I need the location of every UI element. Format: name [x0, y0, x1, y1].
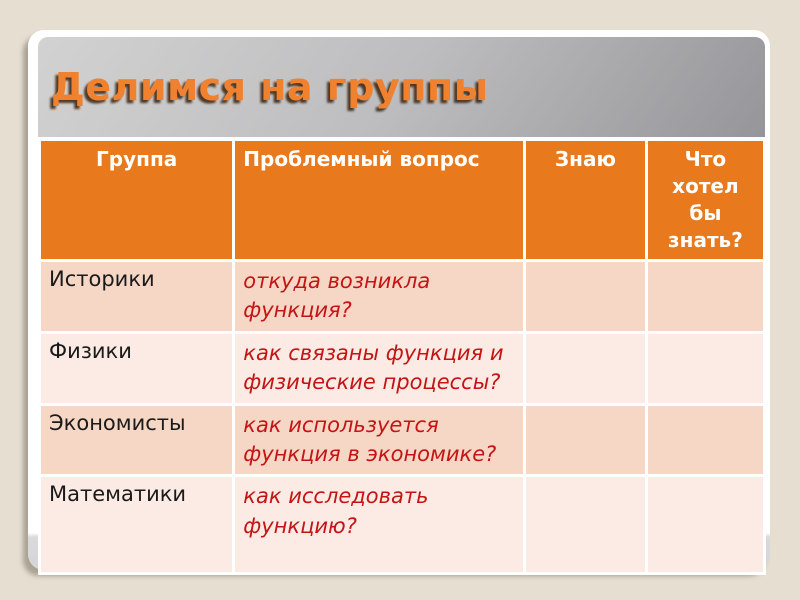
cell-know	[523, 330, 648, 406]
cell-want	[644, 402, 767, 478]
title-band: Делимся на группы	[38, 37, 765, 137]
table-row-physicists: Физики как связаны функция и физические …	[37, 330, 767, 406]
cell-know	[523, 259, 648, 334]
cell-group: Экономисты	[37, 402, 236, 478]
table-row-mathematicians: Математики как исследовать функцию?	[37, 474, 767, 576]
table-row-historians: Историки откуда возникла функция?	[37, 259, 767, 334]
header-want: Что хотел бы знать?	[644, 138, 767, 262]
cell-want	[644, 474, 767, 576]
header-group: Группа	[37, 138, 236, 262]
slide-card: Делимся на группы Группа Проблемный вопр…	[28, 30, 770, 576]
table-row-economists: Экономисты как используется функция в эк…	[37, 402, 767, 478]
groups-table: Группа Проблемный вопрос Знаю Что хотел …	[37, 138, 767, 576]
cell-question: как используется функция в экономике?	[232, 402, 527, 478]
cell-group: Математики	[37, 474, 236, 576]
cell-group: Историки	[37, 259, 236, 334]
header-question: Проблемный вопрос	[232, 138, 527, 262]
cell-know	[523, 402, 648, 478]
cell-want	[644, 330, 767, 406]
table-header-row: Группа Проблемный вопрос Знаю Что хотел …	[37, 138, 767, 262]
cell-question: как связаны функция и физические процесс…	[232, 330, 527, 406]
cell-question: откуда возникла функция?	[232, 259, 527, 334]
cell-question: как исследовать функцию?	[232, 474, 527, 576]
cell-want	[644, 259, 767, 334]
slide-title: Делимся на группы	[51, 65, 489, 109]
cell-group: Физики	[37, 330, 236, 406]
cell-know	[523, 474, 648, 576]
header-know: Знаю	[523, 138, 648, 262]
